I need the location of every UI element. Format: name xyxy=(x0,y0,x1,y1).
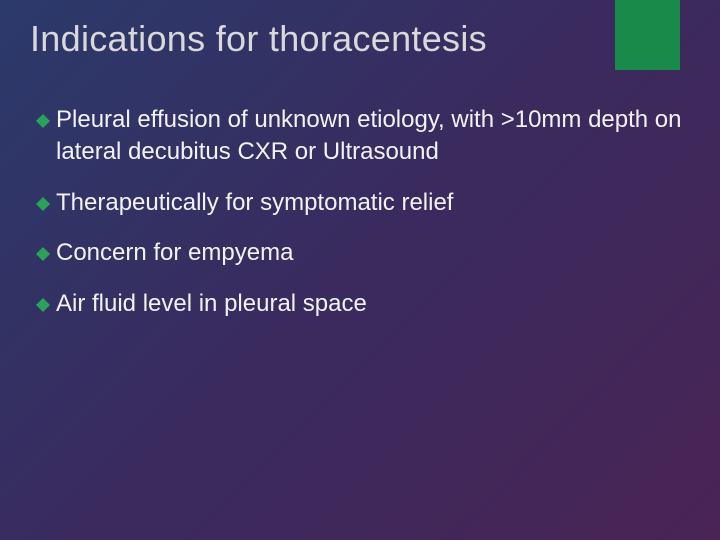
diamond-bullet-icon xyxy=(36,298,50,312)
bullet-text: Therapeutically for symptomatic relief xyxy=(56,187,690,219)
diamond-bullet-icon xyxy=(36,114,50,128)
bullet-text: Pleural effusion of unknown etiology, wi… xyxy=(56,104,690,169)
bullet-text: Concern for empyema xyxy=(56,237,690,269)
list-item: Concern for empyema xyxy=(36,237,690,269)
bullet-list: Pleural effusion of unknown etiology, wi… xyxy=(30,104,690,320)
bullet-text: Air fluid level in pleural space xyxy=(56,288,690,320)
diamond-bullet-icon xyxy=(36,247,50,261)
list-item: Therapeutically for symptomatic relief xyxy=(36,187,690,219)
slide-title: Indications for thoracentesis xyxy=(30,18,690,60)
accent-block xyxy=(615,0,680,70)
list-item: Pleural effusion of unknown etiology, wi… xyxy=(36,104,690,169)
diamond-bullet-icon xyxy=(36,197,50,211)
slide: Indications for thoracentesis Pleural ef… xyxy=(0,0,720,368)
list-item: Air fluid level in pleural space xyxy=(36,288,690,320)
